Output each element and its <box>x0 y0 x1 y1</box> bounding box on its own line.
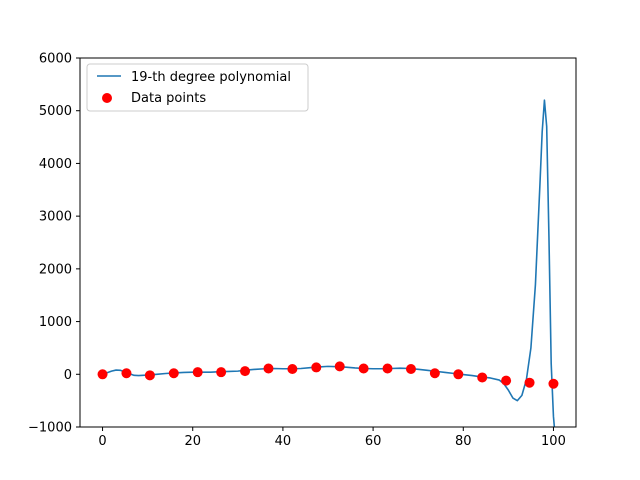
y-tick-label: 4000 <box>39 157 72 172</box>
y-tick-label: 5000 <box>39 104 72 119</box>
data-point <box>168 368 179 379</box>
data-point <box>405 364 416 375</box>
legend-box <box>86 63 309 112</box>
data-point <box>287 364 298 375</box>
legend-scatter-swatch <box>102 93 112 103</box>
data-point <box>548 378 559 389</box>
y-tick-label: 0 <box>64 368 72 383</box>
y-tick-label: 1000 <box>39 315 72 330</box>
axes-frame <box>79 57 577 428</box>
y-tick-label: −1000 <box>28 421 72 436</box>
data-point <box>429 368 440 379</box>
data-point <box>453 369 464 380</box>
series-polynomial-line <box>102 99 556 427</box>
y-tick-label: 3000 <box>39 210 72 225</box>
data-point <box>334 361 345 372</box>
y-tick-label: 2000 <box>39 262 72 277</box>
x-tick-label: 20 <box>184 434 201 449</box>
data-point <box>121 368 132 379</box>
data-point <box>358 363 369 374</box>
legend-label-polynomial: 19-th degree polynomial <box>131 70 291 85</box>
data-point <box>524 377 535 388</box>
x-tick-label: 40 <box>275 434 292 449</box>
x-tick-label: 0 <box>98 434 106 449</box>
x-tick-label: 60 <box>365 434 382 449</box>
data-point <box>192 367 203 378</box>
data-point <box>477 372 488 383</box>
data-point <box>382 363 393 374</box>
legend-label-data-points: Data points <box>131 91 206 106</box>
x-tick-label: 80 <box>455 434 472 449</box>
data-point <box>97 369 108 380</box>
data-point <box>240 366 251 377</box>
plot-area <box>97 99 559 427</box>
data-point <box>501 375 512 386</box>
x-tick-label: 100 <box>541 434 566 449</box>
legend: 19-th degree polynomial Data points <box>86 63 309 112</box>
data-point <box>216 367 227 378</box>
y-tick-label: 6000 <box>39 52 72 67</box>
data-point <box>311 362 322 373</box>
data-point <box>263 363 274 374</box>
data-point <box>144 370 155 381</box>
axis-ticks: 0 20 40 60 80 100 −1000 0 1000 2000 3000 4000 5000 60… <box>28 52 566 450</box>
